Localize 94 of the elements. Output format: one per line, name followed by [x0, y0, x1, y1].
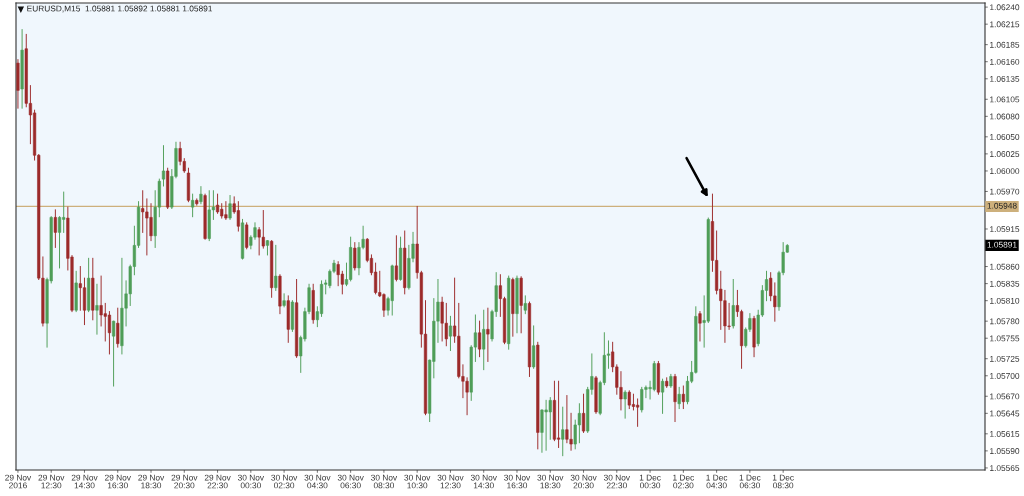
y-tick-label: 1.05835	[990, 280, 1020, 287]
candlestick	[53, 209, 57, 248]
candlestick	[257, 227, 261, 256]
y-tick-label: 1.06135	[990, 75, 1020, 82]
candlestick	[681, 385, 685, 410]
candlestick	[394, 235, 398, 282]
y-tick-label: 1.06080	[990, 113, 1020, 120]
candlestick	[731, 279, 735, 329]
candlestick	[581, 393, 586, 433]
y-tick-label: 1.06160	[990, 58, 1020, 65]
candlestick	[191, 193, 195, 218]
candlestick	[698, 311, 702, 342]
candlestick	[382, 293, 386, 317]
x-tick-label: 29 Nov 14:30	[71, 474, 98, 489]
x-tick-label: 30 Nov 22:30	[603, 474, 630, 489]
candlestick	[282, 293, 286, 308]
x-tick-label: 1 Dec 06:30	[739, 474, 761, 489]
x-tick-label: 1 Dec 00:30	[639, 474, 661, 489]
x-tick-label: 30 Nov 00:30	[237, 474, 265, 489]
y-tick-label: 1.06215	[990, 21, 1020, 28]
y-tick-label: 1.05860	[990, 263, 1020, 270]
y-tick-label: 1.05700	[990, 372, 1020, 379]
candlestick	[544, 399, 548, 451]
x-tick-label: 29 Nov 12:30	[38, 474, 65, 489]
y-tick-label: 1.06025	[990, 151, 1020, 157]
x-tick-label: 30 Nov 14:30	[470, 474, 497, 489]
candlestick	[224, 201, 228, 220]
y-tick-label: 1.05590	[990, 448, 1020, 454]
x-tick-label: 1 Dec 02:30	[673, 474, 695, 489]
candlestick	[532, 325, 536, 369]
y-tick-label: 1.06240	[990, 4, 1020, 11]
candlestick	[228, 195, 232, 220]
y-tick-label: 1.06050	[990, 134, 1020, 140]
candlestick	[448, 315, 453, 352]
x-tick-label: 30 Nov 16:30	[504, 474, 531, 489]
candlestick	[631, 393, 636, 411]
candlestick	[112, 320, 116, 387]
y-tick-label: 1.06185	[990, 41, 1020, 48]
candlestick	[78, 266, 82, 311]
y-tick-label: 1.05810	[990, 297, 1020, 304]
y-tick-label: 1.05915	[990, 226, 1020, 233]
y-tick-label: 1.05755	[990, 335, 1020, 342]
candlestick	[636, 398, 640, 427]
x-tick-label: 1 Dec 04:30	[706, 474, 728, 489]
x-tick-label: 1 Dec 08:30	[772, 474, 794, 489]
y-tick-label: 1.05970	[990, 188, 1020, 195]
candlestick	[640, 386, 644, 413]
y-tick-label: 1.05615	[990, 431, 1020, 437]
candlestick	[145, 198, 149, 256]
candlestick	[82, 277, 87, 326]
candlestick	[62, 191, 66, 233]
y-tick-label: 1.05725	[990, 355, 1020, 362]
candlestick	[685, 375, 690, 405]
candlestick	[727, 302, 731, 330]
x-tick-label: 29 Nov 16:30	[104, 474, 131, 489]
candlestick	[95, 283, 99, 335]
candlestick	[677, 386, 681, 410]
y-tick-label: 1.05565	[990, 465, 1020, 472]
candlestick	[245, 222, 249, 250]
candlestick	[486, 307, 490, 362]
x-tick-label: 30 Nov 04:30	[304, 474, 331, 489]
candlestick	[660, 378, 665, 414]
candlestick	[478, 320, 482, 358]
x-tick-label: 30 Nov 10:30	[404, 474, 431, 489]
candlestick	[57, 216, 62, 269]
x-tick-label: 29 Nov 2016	[5, 474, 32, 489]
x-tick-label: 30 Nov 18:30	[537, 474, 564, 489]
candlestick	[161, 145, 166, 187]
candlestick	[353, 242, 357, 271]
ref-line-label: 1.05948	[987, 202, 1017, 209]
x-tick-label: 29 Nov 22:30	[204, 474, 231, 489]
candlestick	[561, 406, 565, 457]
y-tick-label: 1.05780	[990, 318, 1020, 325]
candlestick	[336, 261, 340, 287]
y-tick-label: 1.05645	[990, 410, 1020, 417]
x-tick-label: 30 Nov 02:30	[271, 474, 298, 489]
candlestick	[482, 309, 486, 371]
x-tick-label: 30 Nov 12:30	[437, 474, 464, 489]
y-tick-label: 1.05670	[990, 393, 1020, 400]
x-tick-label: 29 Nov 18:30	[138, 474, 165, 489]
candlestick	[99, 275, 103, 327]
annotation: 1.05891	[987, 241, 1017, 248]
y-tick-label: 1.06105	[990, 96, 1020, 103]
x-tick-label: 30 Nov 06:30	[337, 474, 364, 489]
chart-title: EURUSD,M15 1.05881 1.05892 1.05881 1.05891	[27, 5, 213, 13]
candlestick	[116, 307, 120, 348]
x-tick-label: 30 Nov 20:30	[570, 474, 597, 489]
candlestick	[199, 186, 203, 205]
candlestick	[274, 244, 278, 291]
candlestick	[440, 296, 444, 342]
candlestick	[623, 390, 627, 419]
y-tick-label: 1.06000	[990, 168, 1020, 175]
x-tick-label: 30 Nov 08:30	[371, 474, 398, 489]
x-tick-label: 29 Nov 20:30	[171, 474, 198, 489]
